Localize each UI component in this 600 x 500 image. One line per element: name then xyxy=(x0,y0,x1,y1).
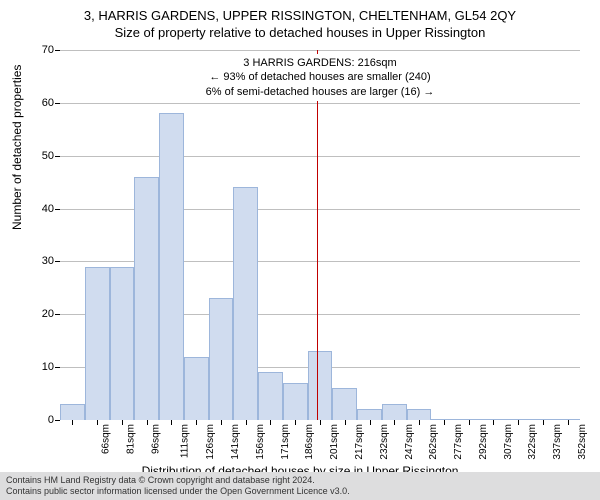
histogram-bar xyxy=(184,357,209,420)
x-tick-label: 217sqm xyxy=(354,420,365,460)
x-tick-mark xyxy=(147,420,148,425)
footer-line2: Contains public sector information licen… xyxy=(6,486,594,497)
y-tick-mark xyxy=(55,156,60,157)
x-tick-label: 292sqm xyxy=(478,420,489,460)
x-tick-label: 277sqm xyxy=(453,420,464,460)
x-tick-label: 186sqm xyxy=(305,420,316,460)
histogram-bar xyxy=(308,351,333,420)
histogram-bar xyxy=(60,404,85,420)
x-tick-label: 66sqm xyxy=(101,420,112,454)
y-tick-mark xyxy=(55,420,60,421)
y-tick-mark xyxy=(55,261,60,262)
x-tick-mark xyxy=(196,420,197,425)
footer: Contains HM Land Registry data © Crown c… xyxy=(0,472,600,500)
x-tick-mark xyxy=(370,420,371,425)
x-tick-mark xyxy=(568,420,569,425)
x-tick-label: 247sqm xyxy=(404,420,415,460)
x-tick-label: 262sqm xyxy=(428,420,439,460)
chart-container: 3, HARRIS GARDENS, UPPER RISSINGTON, CHE… xyxy=(0,0,600,500)
annotation-line2: ← 93% of detached houses are smaller (24… xyxy=(206,70,435,84)
grid-line xyxy=(60,156,580,157)
x-tick-label: 337sqm xyxy=(552,420,563,460)
x-tick-label: 352sqm xyxy=(577,420,588,460)
x-tick-label: 156sqm xyxy=(255,420,266,460)
x-tick-label: 201sqm xyxy=(329,420,340,460)
histogram-bar xyxy=(332,388,357,420)
chart-title-sub: Size of property relative to detached ho… xyxy=(0,23,600,40)
x-tick-mark xyxy=(345,420,346,425)
annotation-line3: 6% of semi-detached houses are larger (1… xyxy=(206,85,435,99)
marker-line xyxy=(317,50,318,420)
x-tick-label: 81sqm xyxy=(126,420,137,454)
x-tick-mark xyxy=(221,420,222,425)
histogram-bar xyxy=(283,383,308,420)
x-tick-label: 126sqm xyxy=(206,420,217,460)
x-tick-mark xyxy=(394,420,395,425)
x-tick-label: 307sqm xyxy=(503,420,514,460)
x-tick-mark xyxy=(97,420,98,425)
histogram-bar xyxy=(233,187,258,420)
histogram-bar xyxy=(85,267,110,420)
x-tick-mark xyxy=(444,420,445,425)
x-tick-mark xyxy=(543,420,544,425)
histogram-bar xyxy=(110,267,135,420)
histogram-bar xyxy=(134,177,159,420)
x-tick-mark xyxy=(320,420,321,425)
x-tick-mark xyxy=(72,420,73,425)
y-tick-mark xyxy=(55,209,60,210)
x-tick-label: 111sqm xyxy=(179,420,190,458)
histogram-bar xyxy=(209,298,234,420)
x-tick-mark xyxy=(419,420,420,425)
histogram-bar xyxy=(382,404,407,420)
footer-line1: Contains HM Land Registry data © Crown c… xyxy=(6,475,594,486)
x-tick-label: 171sqm xyxy=(280,420,291,460)
grid-line xyxy=(60,50,580,51)
x-tick-label: 96sqm xyxy=(150,420,161,454)
plot-area: 01020304050607066sqm81sqm96sqm111sqm126s… xyxy=(60,50,580,420)
x-tick-mark xyxy=(122,420,123,425)
y-tick-mark xyxy=(55,50,60,51)
histogram-bar xyxy=(258,372,283,420)
x-tick-mark xyxy=(493,420,494,425)
y-axis-label: Number of detached properties xyxy=(10,65,24,230)
grid-line xyxy=(60,103,580,104)
chart-title-main: 3, HARRIS GARDENS, UPPER RISSINGTON, CHE… xyxy=(0,0,600,23)
x-tick-mark xyxy=(270,420,271,425)
x-tick-mark xyxy=(246,420,247,425)
x-tick-label: 232sqm xyxy=(379,420,390,460)
x-tick-mark xyxy=(518,420,519,425)
y-tick-mark xyxy=(55,314,60,315)
x-tick-mark xyxy=(171,420,172,425)
annotation-box: 3 HARRIS GARDENS: 216sqm ← 93% of detach… xyxy=(202,54,439,101)
annotation-line1: 3 HARRIS GARDENS: 216sqm xyxy=(206,56,435,70)
x-tick-mark xyxy=(295,420,296,425)
x-tick-label: 322sqm xyxy=(527,420,538,460)
y-tick-mark xyxy=(55,103,60,104)
y-tick-mark xyxy=(55,367,60,368)
histogram-bar xyxy=(407,409,432,420)
x-tick-label: 141sqm xyxy=(230,420,241,460)
histogram-bar xyxy=(357,409,382,420)
histogram-bar xyxy=(159,113,184,420)
x-tick-mark xyxy=(469,420,470,425)
